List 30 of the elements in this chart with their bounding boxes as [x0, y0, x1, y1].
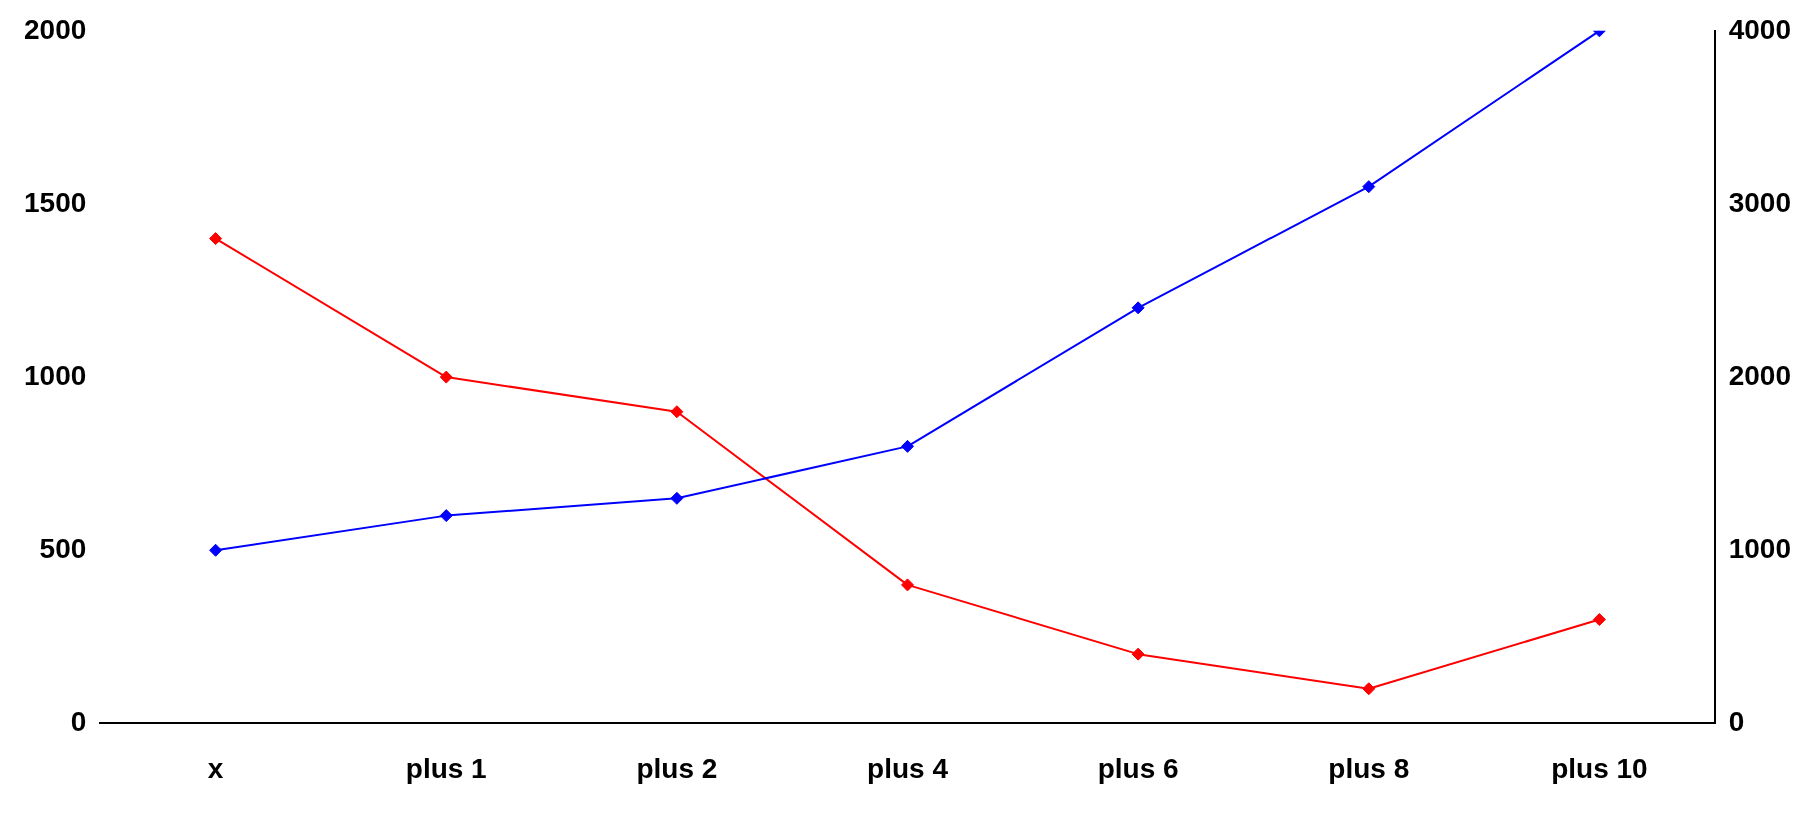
- y2-tick-label: 0: [1728, 706, 1745, 738]
- point: [901, 578, 914, 592]
- point: [209, 543, 223, 557]
- point: [1592, 613, 1606, 627]
- point: [901, 439, 914, 453]
- x-tick-label: plus 2: [636, 752, 718, 784]
- y-tick-label: 500: [39, 532, 87, 564]
- y-tick-label: 2000: [23, 13, 87, 45]
- y2-tick-label: 1000: [1728, 532, 1792, 564]
- y2-tick-label: 3000: [1728, 186, 1792, 218]
- x-tick-label: x: [207, 752, 224, 784]
- point: [439, 509, 453, 523]
- point: [670, 491, 684, 505]
- point: [670, 405, 684, 419]
- y2-tick-label: 2000: [1728, 359, 1792, 391]
- x-tick-label: plus 8: [1328, 752, 1410, 784]
- point: [1362, 180, 1376, 194]
- point: [439, 370, 453, 384]
- x-tick-label: plus 1: [405, 752, 487, 784]
- y-tick-label: 0: [70, 706, 87, 738]
- point: [1131, 301, 1145, 315]
- y2-tick-label: 4000: [1728, 13, 1792, 45]
- x-tick-label: plus 6: [1097, 752, 1179, 784]
- x-tick-label: plus 10: [1551, 752, 1648, 784]
- point: [1362, 682, 1376, 696]
- point: [1131, 647, 1145, 661]
- x-tick-label: plus 4: [867, 752, 949, 784]
- y-tick-label: 1000: [23, 359, 87, 391]
- point: [209, 232, 223, 246]
- y-tick-label: 1500: [23, 186, 87, 218]
